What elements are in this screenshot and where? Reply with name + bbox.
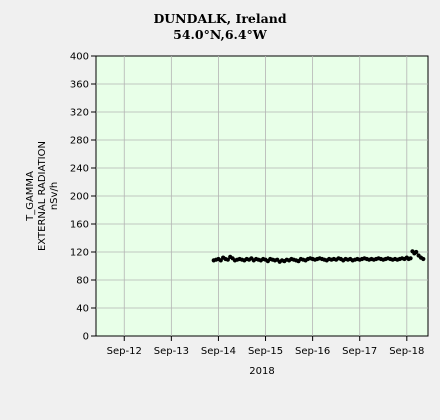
- x-tick-label: Sep-15: [248, 346, 283, 357]
- y-axis-label-line-2: EXTERNAL RADIATION: [37, 141, 48, 251]
- axes: 0 40 80 120 160 200 240 280 320 360 400 Sep-12 Sep-1…: [70, 52, 424, 358]
- y-tick-label: 80: [76, 276, 89, 287]
- data-point: [421, 256, 426, 262]
- x-tick-label: Sep-14: [201, 346, 236, 357]
- data-point: [218, 258, 223, 263]
- y-tick-label: 0: [83, 332, 89, 343]
- x-tick-label: Sep-12: [107, 346, 142, 357]
- data-point: [225, 257, 230, 262]
- x-tick-label: Sep-16: [295, 346, 330, 357]
- chart-title: DUNDALK, Ireland: [153, 11, 286, 26]
- y-tick-label: 120: [70, 248, 89, 259]
- y-axis-label: T_GAMMA EXTERNAL RADIATION nSv/h: [25, 141, 60, 251]
- y-tick-label: 280: [70, 136, 89, 147]
- data-point: [414, 249, 419, 255]
- x-tick-label: Sep-17: [342, 346, 377, 357]
- y-tick-label: 160: [70, 220, 89, 231]
- data-points: [211, 249, 426, 264]
- y-tick-label: 240: [70, 164, 89, 175]
- grid: [96, 56, 428, 336]
- y-tick-label: 40: [76, 304, 89, 315]
- y-tick-label: 400: [70, 52, 89, 63]
- y-tick-label: 200: [70, 192, 89, 203]
- chart-subtitle: 54.0°N,6.4°W: [173, 27, 268, 42]
- y-axis-label-line-3: nSv/h: [49, 182, 60, 210]
- x-tick-label: Sep-13: [154, 346, 189, 357]
- y-tick-label: 360: [70, 80, 89, 91]
- y-tick-label: 320: [70, 108, 89, 119]
- x-tick-label: Sep-18: [389, 346, 424, 357]
- data-point: [408, 256, 413, 261]
- y-axis-label-line-1: T_GAMMA: [25, 171, 36, 222]
- x-axis-label: 2018: [249, 366, 274, 377]
